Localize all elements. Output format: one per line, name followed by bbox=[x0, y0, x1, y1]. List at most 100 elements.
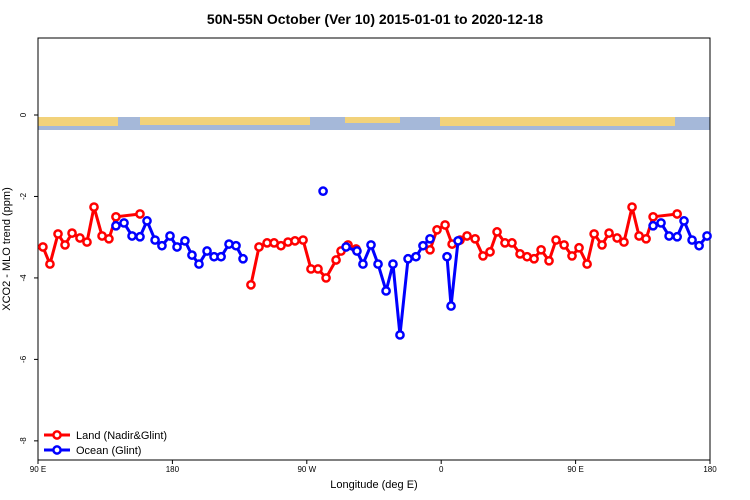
data-point bbox=[567, 251, 577, 261]
x-tick-label: 0 bbox=[439, 465, 444, 474]
data-point bbox=[321, 273, 331, 283]
data-point bbox=[582, 259, 592, 269]
data-point bbox=[135, 209, 145, 219]
y-tick-label: -4 bbox=[19, 274, 28, 282]
data-point bbox=[111, 220, 121, 231]
data-point bbox=[529, 253, 539, 264]
data-point bbox=[82, 237, 92, 247]
data-point bbox=[679, 216, 689, 226]
data-point bbox=[672, 231, 682, 242]
data-point bbox=[254, 242, 264, 252]
data-point bbox=[172, 242, 182, 252]
land-strip bbox=[140, 117, 310, 125]
data-point bbox=[194, 259, 204, 269]
data-point bbox=[187, 250, 197, 260]
x-tick-label: 90 E bbox=[567, 465, 583, 474]
data-point bbox=[89, 202, 99, 212]
data-point bbox=[672, 209, 682, 219]
data-point bbox=[358, 259, 368, 269]
data-point bbox=[38, 242, 48, 252]
data-point bbox=[641, 233, 651, 244]
data-point bbox=[442, 251, 452, 262]
data-point bbox=[418, 240, 428, 251]
data-point bbox=[687, 235, 697, 245]
data-point bbox=[619, 237, 629, 247]
data-point bbox=[612, 233, 622, 243]
data-point bbox=[507, 238, 517, 248]
x-tick-label: 90 E bbox=[30, 465, 46, 474]
data-point bbox=[352, 246, 362, 256]
data-point bbox=[604, 228, 614, 238]
data-point bbox=[202, 246, 212, 256]
chart-title: 50N-55N October (Ver 10) 2015-01-01 to 2… bbox=[207, 11, 543, 27]
data-point bbox=[395, 330, 405, 340]
data-point bbox=[551, 235, 561, 245]
data-point bbox=[142, 216, 152, 226]
data-point bbox=[470, 233, 480, 244]
data-point bbox=[702, 231, 712, 241]
data-point bbox=[462, 231, 472, 241]
data-point bbox=[290, 236, 300, 246]
data-point bbox=[111, 211, 121, 222]
data-point bbox=[313, 264, 323, 274]
data-point bbox=[238, 253, 248, 264]
data-point bbox=[180, 236, 190, 246]
data-point bbox=[373, 259, 383, 269]
data-point bbox=[403, 253, 413, 264]
land-strip bbox=[345, 117, 400, 123]
data-point bbox=[425, 233, 435, 244]
legend-label: Land (Nadir&Glint) bbox=[76, 430, 167, 442]
data-point bbox=[276, 240, 286, 251]
data-point bbox=[478, 251, 488, 261]
data-point bbox=[135, 231, 145, 242]
data-point bbox=[574, 242, 584, 253]
data-point bbox=[104, 233, 114, 244]
data-point bbox=[648, 220, 658, 231]
data-point bbox=[656, 218, 666, 228]
data-point bbox=[216, 251, 226, 262]
data-point bbox=[165, 231, 175, 241]
x-axis-label: Longitude (deg E) bbox=[330, 479, 417, 491]
data-point bbox=[432, 225, 442, 235]
data-point bbox=[381, 286, 391, 296]
x-tick-label: 180 bbox=[166, 465, 180, 474]
data-point bbox=[597, 240, 607, 250]
land-strip bbox=[440, 117, 675, 126]
data-point bbox=[664, 231, 674, 241]
data-point bbox=[60, 240, 70, 250]
data-point bbox=[544, 255, 554, 266]
data-point bbox=[119, 218, 129, 228]
data-point bbox=[411, 251, 421, 262]
data-point bbox=[53, 229, 63, 239]
data-point bbox=[75, 233, 85, 243]
data-point bbox=[231, 240, 241, 251]
y-tick-label: 0 bbox=[19, 112, 28, 117]
series bbox=[38, 202, 682, 290]
land-strip bbox=[38, 117, 118, 126]
data-point bbox=[331, 255, 341, 265]
data-point bbox=[559, 240, 569, 250]
data-point bbox=[298, 235, 308, 245]
data-point bbox=[425, 244, 435, 255]
data-point bbox=[318, 186, 328, 197]
data-point bbox=[492, 227, 502, 237]
data-point bbox=[127, 231, 137, 241]
data-point bbox=[694, 240, 704, 251]
data-point bbox=[246, 279, 256, 290]
data-point bbox=[440, 220, 450, 230]
data-point bbox=[67, 228, 77, 238]
data-point bbox=[453, 236, 463, 246]
land-mask bbox=[38, 117, 710, 130]
series-line bbox=[115, 219, 709, 337]
data-point bbox=[589, 229, 599, 239]
data-point bbox=[388, 259, 398, 269]
legend-marker bbox=[52, 445, 62, 455]
y-tick-label: -2 bbox=[19, 192, 28, 200]
legend-marker bbox=[52, 430, 62, 440]
y-tick-label: -8 bbox=[19, 437, 28, 445]
x-tick-label: 180 bbox=[703, 465, 717, 474]
y-tick-label: -6 bbox=[19, 355, 28, 363]
series bbox=[111, 186, 712, 340]
data-point bbox=[150, 235, 160, 245]
